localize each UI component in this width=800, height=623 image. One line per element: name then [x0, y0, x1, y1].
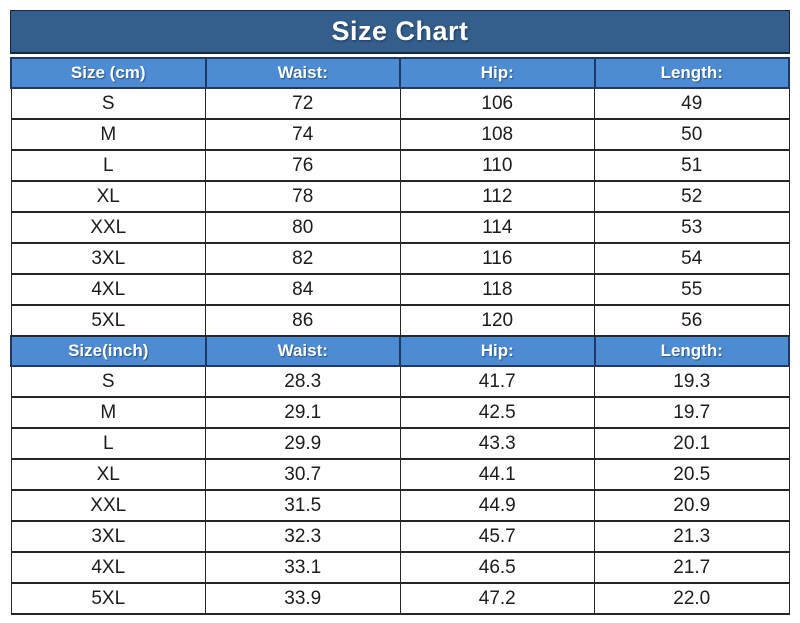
size-label-cell: XXL [10, 489, 206, 522]
value-cell: 51 [594, 149, 790, 182]
value-cell: 108 [399, 118, 595, 151]
value-cell: 46.5 [399, 551, 595, 584]
size-label-cell: M [10, 118, 206, 151]
value-cell: 50 [594, 118, 790, 151]
value-cell: 43.3 [399, 427, 595, 460]
value-cell: 19.3 [594, 365, 790, 398]
header-cell: Hip: [399, 335, 596, 367]
value-cell: 20.5 [594, 458, 790, 491]
value-cell: 112 [399, 180, 595, 213]
value-cell: 44.9 [399, 489, 595, 522]
value-cell: 33.9 [205, 582, 401, 615]
table-row-cm-xl: XL 78 112 52 [10, 180, 790, 213]
value-cell: 29.1 [205, 396, 401, 429]
value-cell: 21.7 [594, 551, 790, 584]
value-cell: 41.7 [399, 365, 595, 398]
table-row-inch-m: M 29.1 42.5 19.7 [10, 396, 790, 429]
value-cell: 31.5 [205, 489, 401, 522]
size-label-cell: S [10, 87, 206, 120]
size-label-cell: S [10, 365, 206, 398]
value-cell: 106 [399, 87, 595, 120]
value-cell: 21.3 [594, 520, 790, 553]
value-cell: 29.9 [205, 427, 401, 460]
size-label-cell: 4XL [10, 551, 206, 584]
table-row-inch-5xl: 5XL 33.9 47.2 22.0 [10, 582, 790, 615]
value-cell: 47.2 [399, 582, 595, 615]
value-cell: 74 [205, 118, 401, 151]
value-cell: 114 [399, 211, 595, 244]
value-cell: 30.7 [205, 458, 401, 491]
size-label-cell: 5XL [10, 304, 206, 337]
value-cell: 86 [205, 304, 401, 337]
value-cell: 72 [205, 87, 401, 120]
value-cell: 54 [594, 242, 790, 275]
value-cell: 44.1 [399, 458, 595, 491]
header-row-cm: Size (cm) Waist: Hip: Length: [10, 57, 790, 89]
value-cell: 33.1 [205, 551, 401, 584]
size-label-cell: 3XL [10, 520, 206, 553]
value-cell: 84 [205, 273, 401, 306]
table-row-inch-l: L 29.9 43.3 20.1 [10, 427, 790, 460]
value-cell: 116 [399, 242, 595, 275]
size-chart-title: Size Chart [10, 10, 790, 54]
value-cell: 55 [594, 273, 790, 306]
table-row-cm-s: S 72 106 49 [10, 87, 790, 120]
table-row-inch-3xl: 3XL 32.3 45.7 21.3 [10, 520, 790, 553]
value-cell: 32.3 [205, 520, 401, 553]
table-row-cm-5xl: 5XL 86 120 56 [10, 304, 790, 337]
value-cell: 118 [399, 273, 595, 306]
size-label-cell: M [10, 396, 206, 429]
header-cell: Waist: [204, 335, 401, 367]
value-cell: 42.5 [399, 396, 595, 429]
table-row-inch-s: S 28.3 41.7 19.3 [10, 365, 790, 398]
size-label-cell: L [10, 149, 206, 182]
size-chart: Size Chart Size (cm) Waist: Hip: Length: S 72… [10, 10, 790, 615]
value-cell: 53 [594, 211, 790, 244]
value-cell: 20.1 [594, 427, 790, 460]
size-label-cell: 4XL [10, 273, 206, 306]
value-cell: 22.0 [594, 582, 790, 615]
value-cell: 28.3 [205, 365, 401, 398]
header-cell-size: Size(inch) [10, 335, 207, 367]
header-cell: Length: [593, 57, 790, 89]
header-cell: Hip: [399, 57, 596, 89]
value-cell: 19.7 [594, 396, 790, 429]
value-cell: 49 [594, 87, 790, 120]
value-cell: 80 [205, 211, 401, 244]
value-cell: 82 [205, 242, 401, 275]
value-cell: 56 [594, 304, 790, 337]
value-cell: 45.7 [399, 520, 595, 553]
size-chart-table: Size (cm) Waist: Hip: Length: S 72 106 49 M 74 108… [10, 57, 790, 615]
table-row-inch-xxl: XXL 31.5 44.9 20.9 [10, 489, 790, 522]
table-row-cm-xxl: XXL 80 114 53 [10, 211, 790, 244]
value-cell: 52 [594, 180, 790, 213]
value-cell: 78 [205, 180, 401, 213]
header-cell: Waist: [204, 57, 401, 89]
table-row-inch-4xl: 4XL 33.1 46.5 21.7 [10, 551, 790, 584]
table-row-cm-3xl: 3XL 82 116 54 [10, 242, 790, 275]
header-cell: Length: [593, 335, 790, 367]
size-label-cell: XXL [10, 211, 206, 244]
size-label-cell: XL [10, 458, 206, 491]
header-row-inch: Size(inch) Waist: Hip: Length: [10, 335, 790, 367]
size-label-cell: 5XL [10, 582, 206, 615]
size-label-cell: 3XL [10, 242, 206, 275]
table-row-cm-m: M 74 108 50 [10, 118, 790, 151]
table-row-inch-xl: XL 30.7 44.1 20.5 [10, 458, 790, 491]
value-cell: 110 [399, 149, 595, 182]
table-row-cm-4xl: 4XL 84 118 55 [10, 273, 790, 306]
header-cell-size: Size (cm) [10, 57, 207, 89]
value-cell: 20.9 [594, 489, 790, 522]
size-label-cell: XL [10, 180, 206, 213]
size-label-cell: L [10, 427, 206, 460]
value-cell: 76 [205, 149, 401, 182]
value-cell: 120 [399, 304, 595, 337]
table-row-cm-l: L 76 110 51 [10, 149, 790, 182]
size-table-body: Size (cm) Waist: Hip: Length: S 72 106 49 M 74 108… [10, 57, 790, 615]
